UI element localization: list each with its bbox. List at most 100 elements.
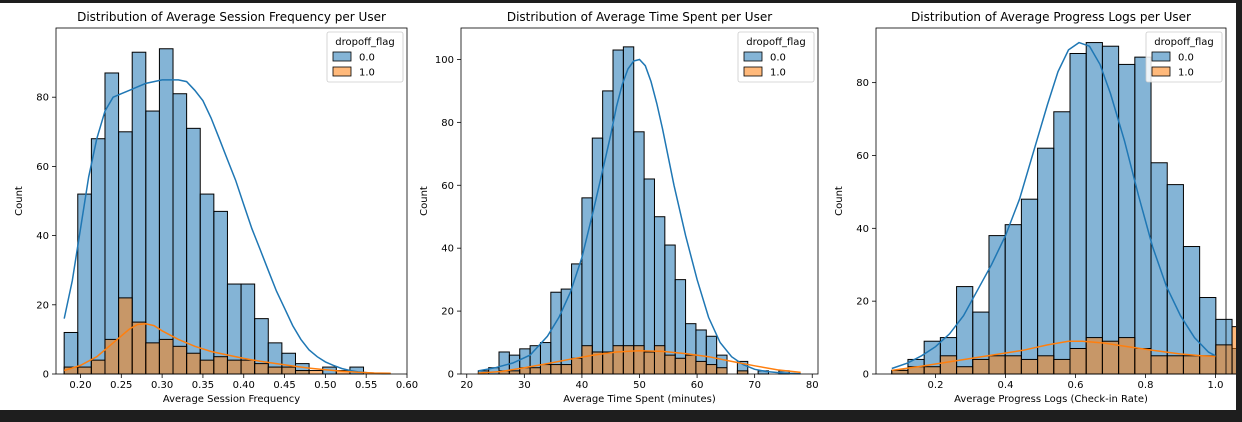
histogram-bar [186, 127, 201, 375]
chart-title: Distribution of Average Progress Logs pe… [911, 10, 1191, 24]
bar-series-blue [891, 42, 1242, 375]
histogram-bar [685, 354, 697, 375]
x-tick-label: 80 [806, 380, 819, 391]
histogram-bar [643, 351, 655, 375]
histogram-bar [1134, 56, 1152, 375]
x-axis-label: Average Session Frequency [163, 394, 300, 405]
legend-label: 0.0 [359, 53, 375, 64]
histogram-bar [172, 345, 188, 375]
histogram-bar [1020, 358, 1039, 375]
x-tick-label: 0.35 [192, 380, 214, 391]
bar-series-orange [63, 297, 351, 375]
axes-frame [875, 27, 1227, 375]
x-tick-label: 0.6 [1068, 380, 1084, 391]
axes-frame [55, 27, 408, 375]
x-tick-label: 0.60 [396, 380, 418, 391]
histogram-bar [308, 370, 324, 375]
x-tick-label: 0.45 [273, 380, 295, 391]
histogram-bar [602, 351, 614, 375]
y-tick-label: 20 [856, 297, 869, 308]
histogram-bar [581, 345, 593, 375]
histogram-bar [254, 363, 269, 375]
legend-swatch-orange [1151, 66, 1171, 77]
x-tick-label: 0.25 [110, 380, 132, 391]
histogram-bar [923, 366, 941, 375]
kde-line-orange [63, 323, 391, 375]
histogram-bar [1150, 162, 1168, 375]
x-tick-label: 0.2 [928, 380, 944, 391]
y-tick-label: 0 [863, 370, 869, 381]
y-tick-label: 60 [441, 181, 454, 192]
histogram-bar [1118, 337, 1136, 375]
histogram-bar [633, 131, 645, 375]
histogram-bar [1037, 355, 1055, 375]
y-tick-label: 60 [856, 151, 869, 162]
x-tick-label: 60 [691, 380, 704, 391]
histogram-bar [1118, 63, 1136, 375]
histogram-bar [591, 137, 604, 375]
histogram-bar [508, 370, 521, 375]
frame-border-right [1236, 0, 1242, 418]
histogram-bar [571, 357, 583, 375]
legend-title: dropoff_flag [1154, 37, 1214, 48]
histogram-bar [705, 364, 718, 375]
histogram-bar [172, 93, 188, 375]
histogram-bar [1069, 52, 1087, 375]
histogram-bar [294, 370, 310, 375]
histogram-bar [736, 370, 749, 375]
x-tick-label: 0.20 [69, 380, 91, 391]
histogram-bar [145, 110, 160, 375]
legend-label: 1.0 [1178, 68, 1194, 79]
legend-swatch-blue [743, 51, 763, 62]
x-tick-label: 70 [748, 380, 761, 391]
histogram-bar [939, 355, 958, 375]
chart-panel-3: 0.2 0.4 0.6 0.8 1.0 0 20 40 60 80 Distribution of … [834, 10, 1242, 405]
legend: dropoff_flag 0.0 1.0 [737, 31, 815, 83]
histogram-bar [674, 357, 687, 375]
histogram-bar [90, 359, 106, 375]
histogram-bar [1215, 344, 1233, 375]
y-tick-label: 80 [441, 118, 454, 129]
legend-label: 0.0 [1178, 53, 1194, 64]
chart-title: Distribution of Average Time Spent per U… [507, 10, 772, 24]
frame-border-top [0, 0, 1242, 3]
kde-line-blue [63, 79, 391, 375]
legend-swatch-blue [1151, 51, 1171, 62]
y-axis-label: Count [14, 186, 25, 216]
histogram-bar [560, 364, 573, 375]
legend: dropoff_flag 0.0 1.0 [326, 31, 404, 83]
histogram-bar [158, 48, 174, 375]
x-axis-label: Average Progress Logs (Check-in Rate) [954, 394, 1148, 405]
histogram-bar [1004, 355, 1022, 375]
histogram-bar [1101, 340, 1120, 375]
histogram-bar [891, 369, 909, 375]
histogram-bar [158, 338, 174, 375]
histogram-bar [643, 178, 655, 375]
histogram-bar [633, 345, 645, 375]
legend-swatch-orange [332, 66, 352, 77]
histogram-bar [226, 359, 242, 375]
histogram-bar [988, 355, 1006, 375]
histogram-bar [240, 359, 256, 375]
y-tick-label: 60 [36, 162, 49, 173]
legend-label: 1.0 [770, 68, 786, 79]
histogram-bar [186, 352, 201, 375]
kde-line-orange [478, 349, 801, 374]
legend-swatch-blue [332, 51, 352, 62]
y-tick-label: 80 [36, 93, 49, 104]
chart-panel-2: 20 30 40 50 60 70 80 0 20 40 60 80 100 Distribution o… [419, 10, 819, 405]
histogram-bar [622, 46, 635, 375]
x-tick-label: 30 [518, 380, 531, 391]
legend-title: dropoff_flag [746, 37, 806, 48]
x-axis-label: Average Time Spent (minutes) [563, 394, 716, 405]
histogram-bar [716, 367, 728, 375]
y-tick-label: 20 [36, 300, 49, 311]
histogram-bar [199, 193, 215, 375]
histogram-bar [90, 138, 106, 375]
x-tick-label: 40 [576, 380, 589, 391]
histogram-bar [1199, 355, 1217, 375]
histogram-bar [550, 364, 562, 375]
legend-label: 1.0 [359, 68, 375, 79]
y-tick-label: 40 [36, 231, 49, 242]
